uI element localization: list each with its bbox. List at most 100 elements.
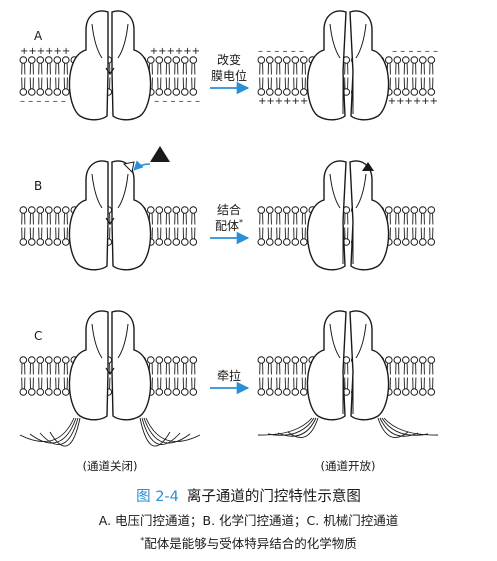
lipid-head: [28, 206, 36, 214]
channel-gate-closed: [105, 67, 115, 76]
figure-caption: 图 2-4 离子通道的门控特性示意图: [0, 485, 497, 506]
lipid-tail: [38, 77, 43, 89]
ion-channel-closed: [68, 10, 152, 121]
lipid-head: [393, 238, 402, 246]
lipid-tail: [21, 227, 26, 239]
lipid-tail: [429, 63, 434, 75]
lipid-tail: [29, 227, 34, 239]
lipid-tail: [301, 363, 306, 375]
lipid-head: [266, 238, 274, 246]
lipid-tail: [174, 213, 179, 225]
lipid-head: [53, 388, 62, 396]
channel-subunit-left: [306, 160, 347, 271]
lipid-head: [427, 206, 436, 214]
lipid-head: [45, 356, 53, 364]
lipid-head: [257, 206, 266, 214]
lipid-tail: [182, 227, 187, 239]
lipid-tail: [293, 63, 298, 75]
lipid-tail: [63, 227, 68, 239]
lipid-tail: [191, 377, 196, 389]
lipid-tail: [429, 363, 434, 375]
lipid-head: [181, 238, 189, 246]
lipid-tail: [284, 63, 289, 75]
lipid-head: [393, 56, 402, 64]
lipid-tail: [344, 363, 349, 375]
lipid-tail: [55, 227, 60, 239]
lipid-head: [257, 88, 266, 96]
lipid-head: [410, 206, 419, 214]
channel-subunit-left: [306, 10, 347, 121]
charge-top-right: ++++++: [150, 46, 200, 57]
lipid-tail: [284, 363, 289, 375]
lipid-head: [427, 88, 436, 96]
lipid-head: [62, 356, 70, 364]
lipid-tail: [344, 377, 349, 389]
mechanical-tethers: [19, 417, 201, 447]
channel-contour: [355, 323, 367, 359]
lipid-tail: [165, 63, 170, 75]
lipid-tail: [412, 227, 417, 239]
lipid-head: [62, 238, 70, 246]
channel-subunit-right: [349, 310, 390, 421]
lipid-head: [164, 88, 172, 96]
tether-line: [277, 417, 317, 437]
action-label: 牵拉: [217, 368, 241, 383]
lipid-tail: [191, 63, 196, 75]
lipid-head: [257, 356, 266, 364]
tether-line: [377, 417, 409, 438]
lipid-head: [300, 88, 308, 96]
channel-contour: [329, 323, 341, 359]
lipid-head: [283, 356, 291, 364]
lipid-head: [419, 356, 427, 364]
figure-title: 离子通道的门控特性示意图: [186, 489, 361, 505]
figure-note: *配体是能够与受体特异结合的化学物质: [0, 533, 497, 552]
panel-letter: A: [34, 29, 43, 43]
lipid-head: [266, 356, 274, 364]
figure-subtitle: A. 电压门控通道；B. 化学门控通道；C. 机械门控通道: [98, 513, 399, 528]
lipid-head: [181, 388, 189, 396]
lipid-tail: [267, 227, 272, 239]
lipid-tail: [267, 213, 272, 225]
lipid-tail: [301, 213, 306, 225]
lipid-head: [62, 206, 70, 214]
action-label: 结合: [217, 202, 241, 217]
lipid-tail: [182, 363, 187, 375]
lipid-head: [164, 356, 172, 364]
lipid-tail: [38, 63, 43, 75]
tether-line: [257, 417, 313, 436]
lipid-head: [393, 356, 402, 364]
tether-line: [287, 417, 319, 438]
lipid-tail: [55, 377, 60, 389]
lipid-head: [62, 388, 70, 396]
lipid-head: [164, 206, 172, 214]
lipid-tail: [395, 227, 400, 239]
lipid-tail: [165, 227, 170, 239]
lipid-tail: [63, 213, 68, 225]
tether-line: [383, 417, 439, 436]
lipid-tail: [276, 63, 281, 75]
lipid-tail: [46, 363, 51, 375]
lipid-tail: [403, 77, 408, 89]
lipid-tail: [29, 377, 34, 389]
lipid-tail: [412, 213, 417, 225]
tether-line: [29, 417, 77, 444]
lipid-tail: [276, 377, 281, 389]
state-label-open: (通道开放): [321, 459, 376, 473]
lipid-head: [53, 238, 62, 246]
lipid-tail: [395, 63, 400, 75]
ion-channel-open: [306, 160, 390, 271]
lipid-head: [257, 388, 266, 396]
lipid-head: [45, 88, 53, 96]
lipid-head: [45, 238, 53, 246]
lipid-tail: [174, 77, 179, 89]
lipid-tail: [182, 377, 187, 389]
lipid-tail: [21, 377, 26, 389]
lipid-head: [36, 356, 45, 364]
lipid-head: [419, 238, 427, 246]
lipid-head: [189, 388, 198, 396]
lipid-tail: [276, 77, 281, 89]
lipid-head: [291, 238, 300, 246]
note-mark: *: [140, 535, 145, 545]
lipid-head: [257, 56, 266, 64]
panel-letter: C: [34, 329, 42, 343]
